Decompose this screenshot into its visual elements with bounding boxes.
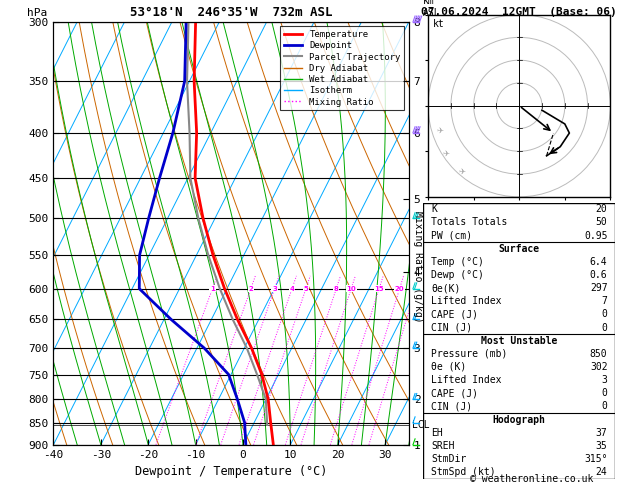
- Text: 50: 50: [596, 217, 608, 227]
- Text: 297: 297: [590, 283, 608, 293]
- Text: 0.95: 0.95: [584, 230, 608, 241]
- Text: 20: 20: [395, 286, 404, 292]
- Text: 850: 850: [590, 349, 608, 359]
- Text: ✈: ✈: [436, 126, 443, 135]
- Text: 35: 35: [596, 441, 608, 451]
- Text: © weatheronline.co.uk: © weatheronline.co.uk: [470, 473, 593, 484]
- Text: 3: 3: [601, 375, 608, 385]
- Text: 8: 8: [334, 286, 338, 292]
- Text: Temp (°C): Temp (°C): [431, 257, 484, 267]
- Text: 20: 20: [596, 204, 608, 214]
- Text: StmSpd (kt): StmSpd (kt): [431, 467, 496, 477]
- Text: Hodograph: Hodograph: [493, 415, 546, 425]
- Text: 4: 4: [289, 286, 294, 292]
- Text: θe (K): θe (K): [431, 362, 466, 372]
- Text: Most Unstable: Most Unstable: [481, 336, 557, 346]
- Text: SREH: SREH: [431, 441, 455, 451]
- Text: 302: 302: [590, 362, 608, 372]
- Text: EH: EH: [431, 428, 443, 438]
- Text: 0: 0: [601, 323, 608, 332]
- Text: km
ASL: km ASL: [423, 0, 441, 17]
- Text: 6.4: 6.4: [590, 257, 608, 267]
- Text: 1: 1: [210, 286, 215, 292]
- Text: Pressure (mb): Pressure (mb): [431, 349, 508, 359]
- Text: 0: 0: [601, 388, 608, 398]
- Text: 315°: 315°: [584, 454, 608, 464]
- Text: 0: 0: [601, 310, 608, 319]
- Text: CIN (J): CIN (J): [431, 401, 472, 412]
- Text: 37: 37: [596, 428, 608, 438]
- Text: CIN (J): CIN (J): [431, 323, 472, 332]
- Text: K: K: [431, 204, 437, 214]
- Text: θe(K): θe(K): [431, 283, 460, 293]
- Text: 2: 2: [248, 286, 253, 292]
- Text: Lifted Index: Lifted Index: [431, 296, 501, 306]
- Text: CAPE (J): CAPE (J): [431, 388, 478, 398]
- Text: 0.6: 0.6: [590, 270, 608, 280]
- Text: 3: 3: [272, 286, 277, 292]
- Text: PW (cm): PW (cm): [431, 230, 472, 241]
- Text: Totals Totals: Totals Totals: [431, 217, 508, 227]
- Text: 7: 7: [601, 296, 608, 306]
- Legend: Temperature, Dewpoint, Parcel Trajectory, Dry Adiabat, Wet Adiabat, Isotherm, Mi: Temperature, Dewpoint, Parcel Trajectory…: [281, 26, 404, 110]
- Text: Mixing Ratio (g/kg): Mixing Ratio (g/kg): [413, 211, 423, 323]
- Text: CAPE (J): CAPE (J): [431, 310, 478, 319]
- Text: 10: 10: [347, 286, 356, 292]
- Text: LCL: LCL: [413, 420, 430, 430]
- Text: ✈: ✈: [443, 149, 450, 158]
- Text: Dewp (°C): Dewp (°C): [431, 270, 484, 280]
- X-axis label: Dewpoint / Temperature (°C): Dewpoint / Temperature (°C): [135, 465, 327, 478]
- Title: 53°18'N  246°35'W  732m ASL: 53°18'N 246°35'W 732m ASL: [130, 6, 332, 19]
- Text: Lifted Index: Lifted Index: [431, 375, 501, 385]
- Text: 5: 5: [304, 286, 308, 292]
- Text: kt: kt: [433, 19, 445, 29]
- Text: 15: 15: [374, 286, 384, 292]
- Text: StmDir: StmDir: [431, 454, 466, 464]
- Text: hPa: hPa: [27, 8, 47, 17]
- Text: ✈: ✈: [459, 167, 466, 176]
- Text: 07.06.2024  12GMT  (Base: 06): 07.06.2024 12GMT (Base: 06): [421, 7, 617, 17]
- Text: Surface: Surface: [499, 243, 540, 254]
- Text: 24: 24: [596, 467, 608, 477]
- Text: 0: 0: [601, 401, 608, 412]
